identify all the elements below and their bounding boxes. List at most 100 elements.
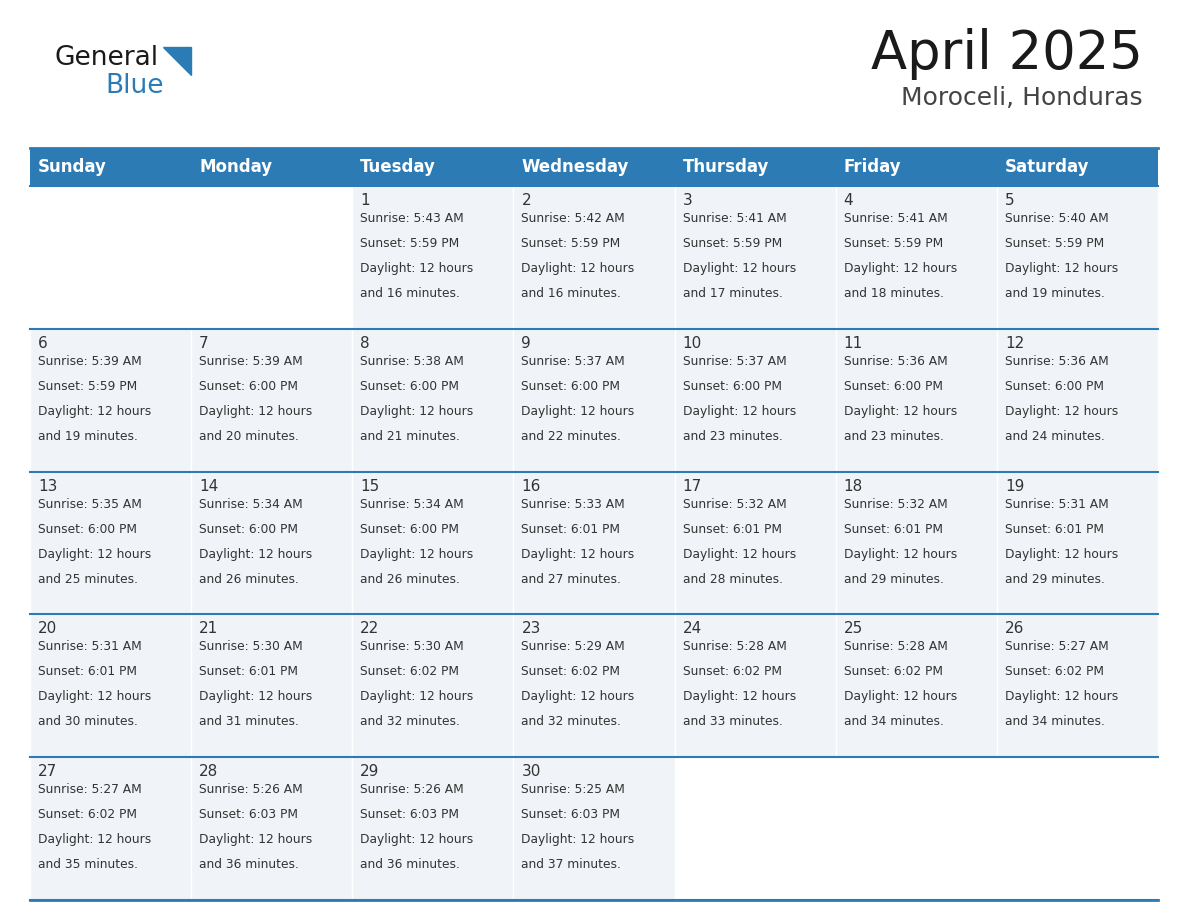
Text: Sunset: 6:01 PM: Sunset: 6:01 PM: [38, 666, 137, 678]
Text: and 22 minutes.: and 22 minutes.: [522, 430, 621, 442]
Text: Sunset: 6:02 PM: Sunset: 6:02 PM: [360, 666, 460, 678]
Text: Moroceli, Honduras: Moroceli, Honduras: [902, 86, 1143, 110]
Bar: [30, 148, 191, 186]
Text: 18: 18: [843, 478, 862, 494]
Bar: [513, 148, 675, 186]
Text: Daylight: 12 hours: Daylight: 12 hours: [522, 547, 634, 561]
Bar: [675, 148, 835, 186]
Text: Sunrise: 5:31 AM: Sunrise: 5:31 AM: [38, 641, 141, 654]
Text: Sunset: 5:59 PM: Sunset: 5:59 PM: [1005, 237, 1104, 250]
Text: Monday: Monday: [200, 158, 272, 176]
Text: 24: 24: [683, 621, 702, 636]
Text: Daylight: 12 hours: Daylight: 12 hours: [200, 547, 312, 561]
Text: 30: 30: [522, 764, 541, 779]
Text: Sunrise: 5:42 AM: Sunrise: 5:42 AM: [522, 212, 625, 225]
Text: Sunset: 6:03 PM: Sunset: 6:03 PM: [200, 808, 298, 822]
Text: Sunrise: 5:32 AM: Sunrise: 5:32 AM: [683, 498, 786, 510]
Text: Saturday: Saturday: [1005, 158, 1089, 176]
Bar: [30, 472, 191, 614]
Bar: [835, 186, 997, 329]
Text: Sunrise: 5:36 AM: Sunrise: 5:36 AM: [843, 354, 948, 368]
Text: Daylight: 12 hours: Daylight: 12 hours: [683, 262, 796, 275]
Text: Sunset: 6:01 PM: Sunset: 6:01 PM: [843, 522, 943, 535]
Bar: [675, 186, 835, 329]
Bar: [675, 329, 835, 472]
Text: Sunset: 6:03 PM: Sunset: 6:03 PM: [522, 808, 620, 822]
Text: Sunrise: 5:27 AM: Sunrise: 5:27 AM: [38, 783, 141, 796]
Text: Daylight: 12 hours: Daylight: 12 hours: [360, 262, 474, 275]
Text: Sunset: 6:00 PM: Sunset: 6:00 PM: [843, 380, 943, 393]
Text: Daylight: 12 hours: Daylight: 12 hours: [38, 405, 151, 418]
Text: 6: 6: [38, 336, 48, 351]
Text: Sunrise: 5:25 AM: Sunrise: 5:25 AM: [522, 783, 625, 796]
Text: Sunrise: 5:35 AM: Sunrise: 5:35 AM: [38, 498, 141, 510]
Text: Daylight: 12 hours: Daylight: 12 hours: [38, 547, 151, 561]
Text: Sunrise: 5:32 AM: Sunrise: 5:32 AM: [843, 498, 948, 510]
Text: and 29 minutes.: and 29 minutes.: [843, 573, 943, 586]
Text: and 34 minutes.: and 34 minutes.: [1005, 715, 1105, 728]
Text: and 26 minutes.: and 26 minutes.: [360, 573, 460, 586]
Bar: [997, 329, 1158, 472]
Text: Daylight: 12 hours: Daylight: 12 hours: [360, 690, 474, 703]
Bar: [513, 614, 675, 757]
Text: 19: 19: [1005, 478, 1024, 494]
Text: Sunrise: 5:30 AM: Sunrise: 5:30 AM: [200, 641, 303, 654]
Text: 10: 10: [683, 336, 702, 351]
Bar: [675, 757, 835, 900]
Bar: [353, 757, 513, 900]
Text: Sunset: 6:00 PM: Sunset: 6:00 PM: [360, 380, 460, 393]
Bar: [191, 757, 353, 900]
Text: and 17 minutes.: and 17 minutes.: [683, 287, 783, 300]
Text: 14: 14: [200, 478, 219, 494]
Bar: [30, 186, 191, 329]
Text: Sunrise: 5:33 AM: Sunrise: 5:33 AM: [522, 498, 625, 510]
Text: Sunset: 6:01 PM: Sunset: 6:01 PM: [200, 666, 298, 678]
Text: Sunset: 6:00 PM: Sunset: 6:00 PM: [1005, 380, 1104, 393]
Text: Sunset: 6:01 PM: Sunset: 6:01 PM: [683, 522, 782, 535]
Text: 1: 1: [360, 193, 369, 208]
Text: and 19 minutes.: and 19 minutes.: [1005, 287, 1105, 300]
Text: Sunrise: 5:26 AM: Sunrise: 5:26 AM: [200, 783, 303, 796]
Bar: [835, 329, 997, 472]
Text: Sunrise: 5:38 AM: Sunrise: 5:38 AM: [360, 354, 465, 368]
Bar: [513, 472, 675, 614]
Text: and 20 minutes.: and 20 minutes.: [200, 430, 299, 442]
Text: and 18 minutes.: and 18 minutes.: [843, 287, 943, 300]
Text: Daylight: 12 hours: Daylight: 12 hours: [1005, 262, 1118, 275]
Text: and 26 minutes.: and 26 minutes.: [200, 573, 299, 586]
Text: Sunrise: 5:29 AM: Sunrise: 5:29 AM: [522, 641, 625, 654]
Text: Sunset: 6:02 PM: Sunset: 6:02 PM: [683, 666, 782, 678]
Bar: [835, 148, 997, 186]
Bar: [353, 329, 513, 472]
Text: Sunset: 6:02 PM: Sunset: 6:02 PM: [1005, 666, 1104, 678]
Text: 2: 2: [522, 193, 531, 208]
Text: 8: 8: [360, 336, 369, 351]
Text: Daylight: 12 hours: Daylight: 12 hours: [843, 405, 958, 418]
Text: 22: 22: [360, 621, 379, 636]
Text: Sunset: 6:03 PM: Sunset: 6:03 PM: [360, 808, 460, 822]
Bar: [997, 148, 1158, 186]
Text: 3: 3: [683, 193, 693, 208]
Text: Sunrise: 5:43 AM: Sunrise: 5:43 AM: [360, 212, 465, 225]
Bar: [30, 329, 191, 472]
Text: Sunset: 6:00 PM: Sunset: 6:00 PM: [200, 522, 298, 535]
Text: 20: 20: [38, 621, 57, 636]
Text: Daylight: 12 hours: Daylight: 12 hours: [683, 690, 796, 703]
Text: Sunset: 6:00 PM: Sunset: 6:00 PM: [683, 380, 782, 393]
Text: Sunrise: 5:27 AM: Sunrise: 5:27 AM: [1005, 641, 1108, 654]
Bar: [835, 757, 997, 900]
Text: and 35 minutes.: and 35 minutes.: [38, 858, 138, 871]
Text: Daylight: 12 hours: Daylight: 12 hours: [38, 834, 151, 846]
Text: Daylight: 12 hours: Daylight: 12 hours: [200, 834, 312, 846]
Text: 5: 5: [1005, 193, 1015, 208]
Text: Daylight: 12 hours: Daylight: 12 hours: [522, 690, 634, 703]
Text: 15: 15: [360, 478, 379, 494]
Text: 9: 9: [522, 336, 531, 351]
Bar: [191, 186, 353, 329]
Bar: [191, 329, 353, 472]
Text: and 36 minutes.: and 36 minutes.: [360, 858, 460, 871]
Text: Sunrise: 5:41 AM: Sunrise: 5:41 AM: [843, 212, 948, 225]
Text: Sunrise: 5:37 AM: Sunrise: 5:37 AM: [522, 354, 625, 368]
Text: Daylight: 12 hours: Daylight: 12 hours: [843, 262, 958, 275]
Text: Sunset: 6:02 PM: Sunset: 6:02 PM: [843, 666, 943, 678]
